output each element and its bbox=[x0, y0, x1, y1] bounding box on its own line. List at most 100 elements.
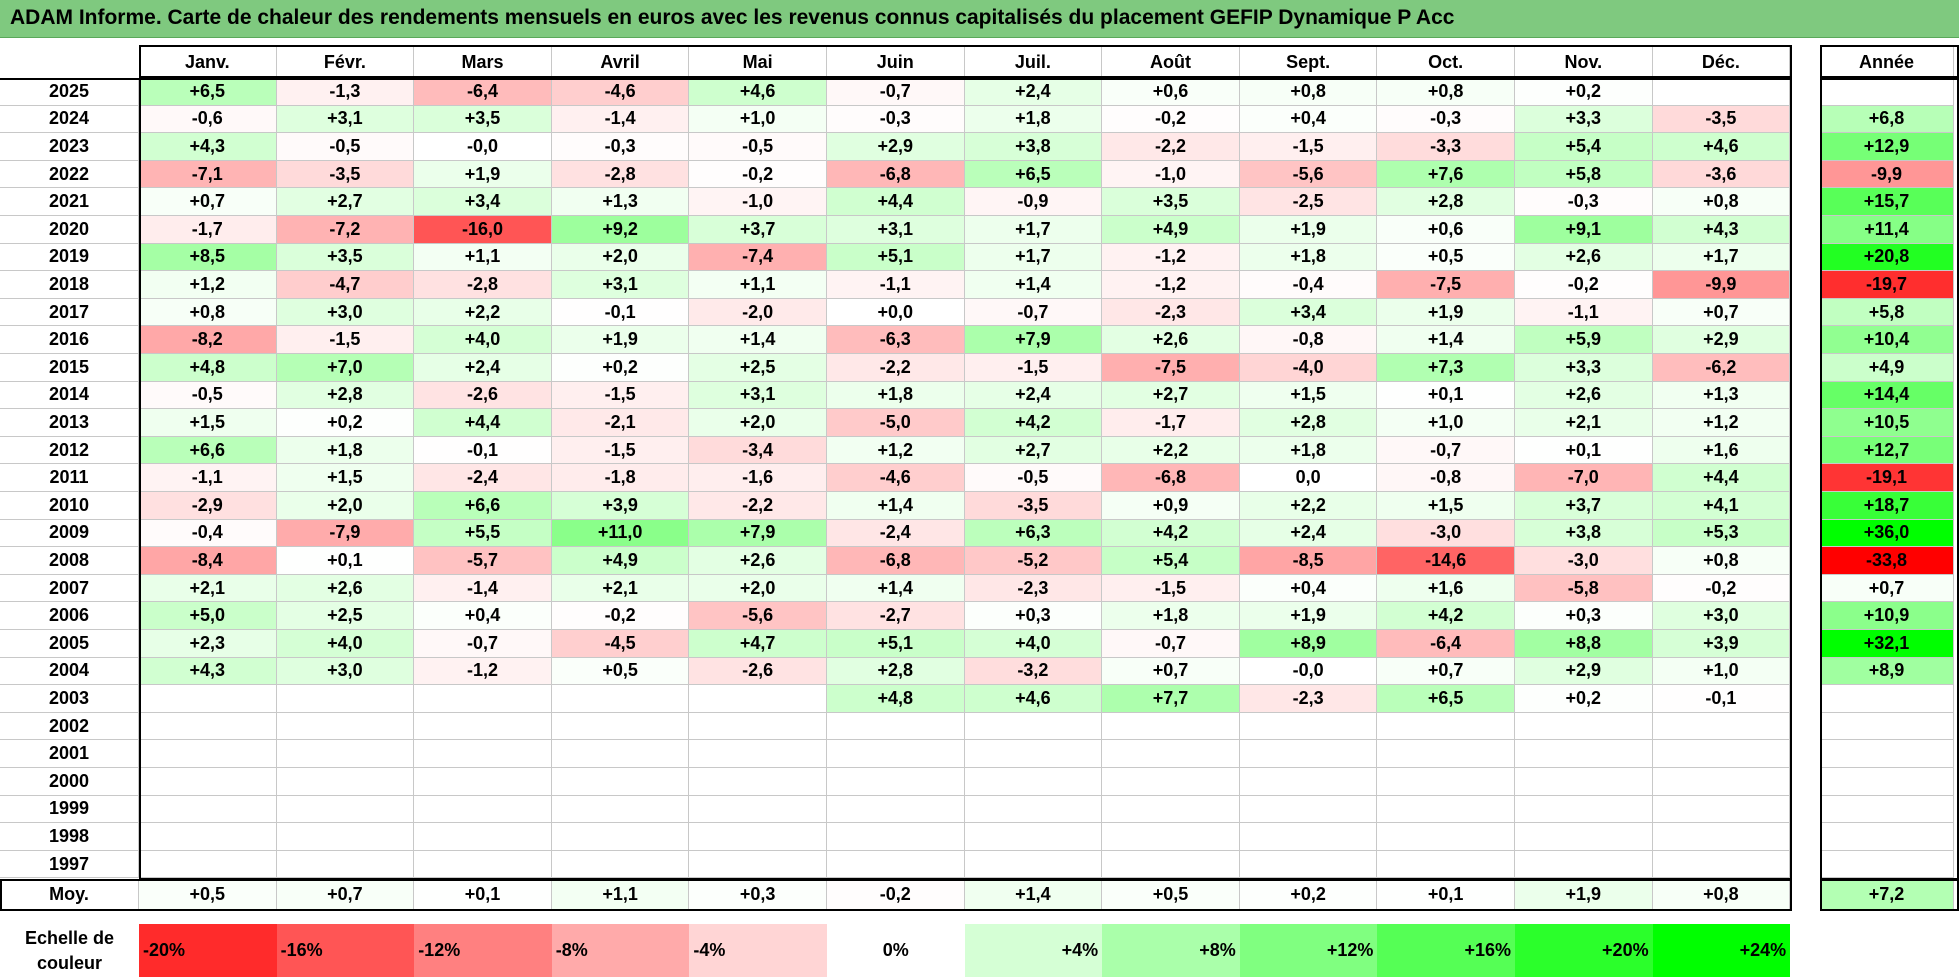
heatmap-cell: -8,2 bbox=[139, 326, 277, 354]
year-label: 2005 bbox=[0, 630, 139, 658]
heatmap-cell: -4,0 bbox=[1239, 354, 1378, 382]
heatmap-cell: +1,8 bbox=[827, 381, 965, 410]
color-scale-swatch: +12% bbox=[1239, 924, 1378, 977]
heatmap-cell bbox=[551, 823, 690, 851]
heatmap-cell: +2,7 bbox=[276, 188, 415, 216]
heatmap-cell bbox=[689, 850, 827, 879]
heatmap-cell: +0,7 bbox=[1652, 298, 1791, 327]
heatmap-cell bbox=[414, 685, 552, 713]
heatmap-cell: +2,4 bbox=[414, 354, 552, 382]
heatmap-cell: +4,8 bbox=[827, 685, 965, 713]
heatmap-cell: +1,6 bbox=[1652, 436, 1791, 465]
average-cell: +0,2 bbox=[1239, 880, 1378, 910]
heatmap-cell: -0,7 bbox=[1102, 630, 1240, 658]
heatmap-cell: -1,5 bbox=[1102, 574, 1240, 603]
heatmap-cell: -1,4 bbox=[414, 574, 552, 603]
heatmap-cell: +4,2 bbox=[1377, 602, 1515, 630]
heatmap-cell: -7,5 bbox=[1377, 271, 1515, 299]
year-label: 2000 bbox=[0, 768, 139, 796]
heatmap-cell: -0,7 bbox=[414, 630, 552, 658]
year-label: 1999 bbox=[0, 795, 139, 824]
heatmap-cell: +2,4 bbox=[964, 78, 1103, 106]
heatmap-cell: +1,0 bbox=[1652, 657, 1791, 686]
heatmap-cell: +1,8 bbox=[1102, 602, 1240, 630]
heatmap-cell: +1,9 bbox=[1377, 298, 1515, 327]
heatmap-cell: -1,5 bbox=[964, 354, 1103, 382]
annual-cell bbox=[1820, 768, 1954, 796]
annual-cell: +18,7 bbox=[1820, 492, 1954, 520]
heatmap-cell: -8,5 bbox=[1239, 547, 1378, 575]
heatmap-cell bbox=[827, 823, 965, 851]
heatmap-cell: +11,0 bbox=[551, 519, 690, 548]
heatmap-cell: -1,2 bbox=[414, 657, 552, 686]
heatmap-cell: +3,0 bbox=[276, 298, 415, 327]
heatmap-cell: +0,2 bbox=[1515, 78, 1653, 106]
heatmap-cell: -6,2 bbox=[1652, 354, 1791, 382]
heatmap-cell: +2,8 bbox=[1239, 409, 1378, 437]
heatmap-cell: +0,1 bbox=[1377, 381, 1515, 410]
heatmap-cell bbox=[964, 823, 1103, 851]
month-header: Mai bbox=[689, 47, 827, 78]
heatmap-cell: +1,1 bbox=[689, 271, 827, 299]
heatmap-cell: +0,4 bbox=[414, 602, 552, 630]
heatmap-cell: +7,0 bbox=[276, 354, 415, 382]
heatmap-cell bbox=[414, 712, 552, 741]
heatmap-cell: -7,0 bbox=[1515, 464, 1653, 492]
year-label: 2008 bbox=[0, 547, 139, 575]
heatmap-cell: +0,8 bbox=[1652, 188, 1791, 216]
heatmap-cell bbox=[964, 712, 1103, 741]
year-label: 2013 bbox=[0, 409, 139, 437]
heatmap-cell: +5,4 bbox=[1102, 547, 1240, 575]
annual-cell bbox=[1820, 795, 1954, 824]
color-scale-label: Echelle de couleur bbox=[24, 928, 115, 973]
heatmap-cell: +2,2 bbox=[1102, 436, 1240, 465]
heatmap-cell: -0,2 bbox=[689, 160, 827, 189]
heatmap-cell: +2,5 bbox=[689, 354, 827, 382]
heatmap-cell: +1,9 bbox=[1239, 602, 1378, 630]
heatmap-cell bbox=[276, 768, 415, 796]
year-label: 2006 bbox=[0, 602, 139, 630]
heatmap-cell: +3,4 bbox=[1239, 298, 1378, 327]
heatmap-cell: +7,9 bbox=[964, 326, 1103, 354]
heatmap-cell: -0,2 bbox=[1102, 105, 1240, 134]
heatmap-cell bbox=[1377, 712, 1515, 741]
heatmap-cell: +2,0 bbox=[689, 574, 827, 603]
heatmap-cell: +6,5 bbox=[1377, 685, 1515, 713]
heatmap-cell: +9,1 bbox=[1515, 216, 1653, 244]
heatmap-cell: +0,2 bbox=[1515, 685, 1653, 713]
heatmap-cell: -5,0 bbox=[827, 409, 965, 437]
heatmap-cell bbox=[827, 740, 965, 768]
heatmap-cell: +5,1 bbox=[827, 630, 965, 658]
heatmap-cell: -1,4 bbox=[551, 105, 690, 134]
heatmap-cell: -0,4 bbox=[1239, 271, 1378, 299]
heatmap-cell: +4,9 bbox=[551, 547, 690, 575]
heatmap-cell: +2,0 bbox=[689, 409, 827, 437]
heatmap-cell: +0,8 bbox=[139, 298, 277, 327]
heatmap-cell: +4,0 bbox=[276, 630, 415, 658]
heatmap-cell: +2,9 bbox=[1515, 657, 1653, 686]
heatmap-cell: +3,5 bbox=[414, 105, 552, 134]
heatmap-cell bbox=[689, 740, 827, 768]
heatmap-cell: +4,4 bbox=[1652, 464, 1791, 492]
heatmap-cell: +2,0 bbox=[276, 492, 415, 520]
heatmap-cell: -6,4 bbox=[1377, 630, 1515, 658]
heatmap-cell: +0,2 bbox=[276, 409, 415, 437]
heatmap-cell bbox=[276, 712, 415, 741]
heatmap-cell: +8,8 bbox=[1515, 630, 1653, 658]
heatmap-cell: +0,2 bbox=[551, 354, 690, 382]
heatmap-cell: +6,6 bbox=[139, 436, 277, 465]
heatmap-cell: +0,1 bbox=[276, 547, 415, 575]
heatmap-cell: -14,6 bbox=[1377, 547, 1515, 575]
average-label: Moy. bbox=[0, 880, 139, 910]
annual-cell: -19,7 bbox=[1820, 271, 1954, 299]
heatmap-cell: -1,5 bbox=[1239, 133, 1378, 161]
heatmap-cell: +4,4 bbox=[827, 188, 965, 216]
heatmap-cell: +2,6 bbox=[276, 574, 415, 603]
average-cell: +1,1 bbox=[551, 880, 690, 910]
heatmap-cell bbox=[414, 795, 552, 824]
heatmap-cell bbox=[1377, 768, 1515, 796]
average-cell: +0,1 bbox=[414, 880, 552, 910]
heatmap-cell: +3,1 bbox=[827, 216, 965, 244]
heatmap-cell: +1,2 bbox=[139, 271, 277, 299]
heatmap-cell: -2,3 bbox=[1239, 685, 1378, 713]
